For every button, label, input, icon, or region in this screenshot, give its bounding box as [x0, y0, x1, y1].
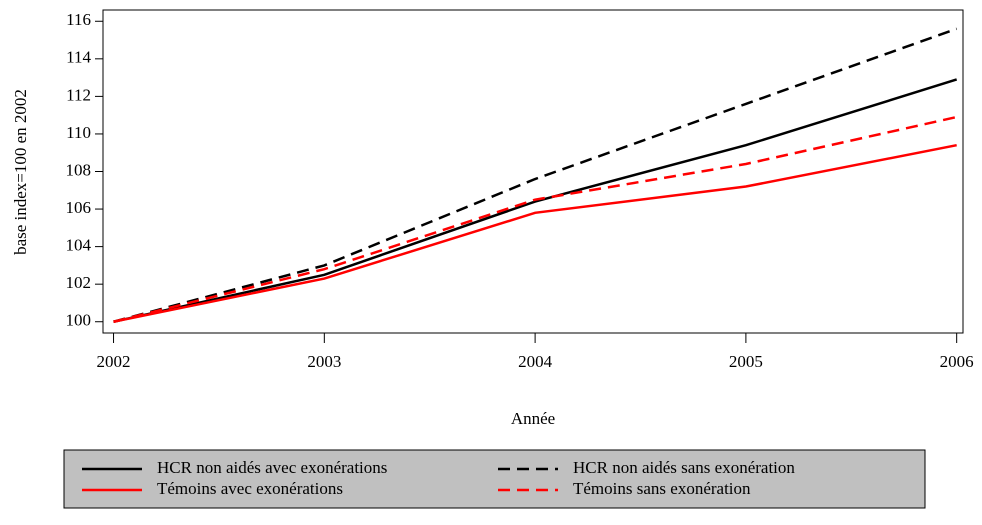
y-tick-label: 116 [66, 10, 91, 29]
plot-frame [102, 9, 964, 334]
y-tick-label: 106 [66, 198, 92, 217]
y-tick-label: 104 [66, 236, 92, 255]
y-tick-label: 110 [66, 123, 91, 142]
legend-label: Témoins avec exonérations [157, 479, 343, 498]
y-axis-label: base index=100 en 2002 [11, 89, 30, 255]
x-tick-label: 2005 [729, 352, 763, 371]
x-tick-label: 2002 [97, 352, 131, 371]
y-tick-label: 112 [66, 85, 91, 104]
y-tick-label: 108 [66, 160, 92, 179]
legend-label: Témoins sans exonération [573, 479, 751, 498]
y-tick-label: 100 [66, 311, 92, 330]
x-tick-label: 2006 [940, 352, 974, 371]
series-line [113, 78, 958, 323]
series-line [113, 143, 957, 323]
x-tick-label: 2004 [518, 352, 553, 371]
y-tick-label: 102 [66, 273, 92, 292]
series-line [113, 27, 958, 323]
y-tick-label: 114 [66, 48, 91, 67]
x-axis-label: Année [511, 409, 555, 428]
legend-label: HCR non aidés avec exonérations [157, 458, 387, 477]
x-tick-label: 2003 [307, 352, 341, 371]
legend-label: HCR non aidés sans exonération [573, 458, 795, 477]
legend-box [63, 449, 926, 509]
series-line [113, 115, 957, 323]
